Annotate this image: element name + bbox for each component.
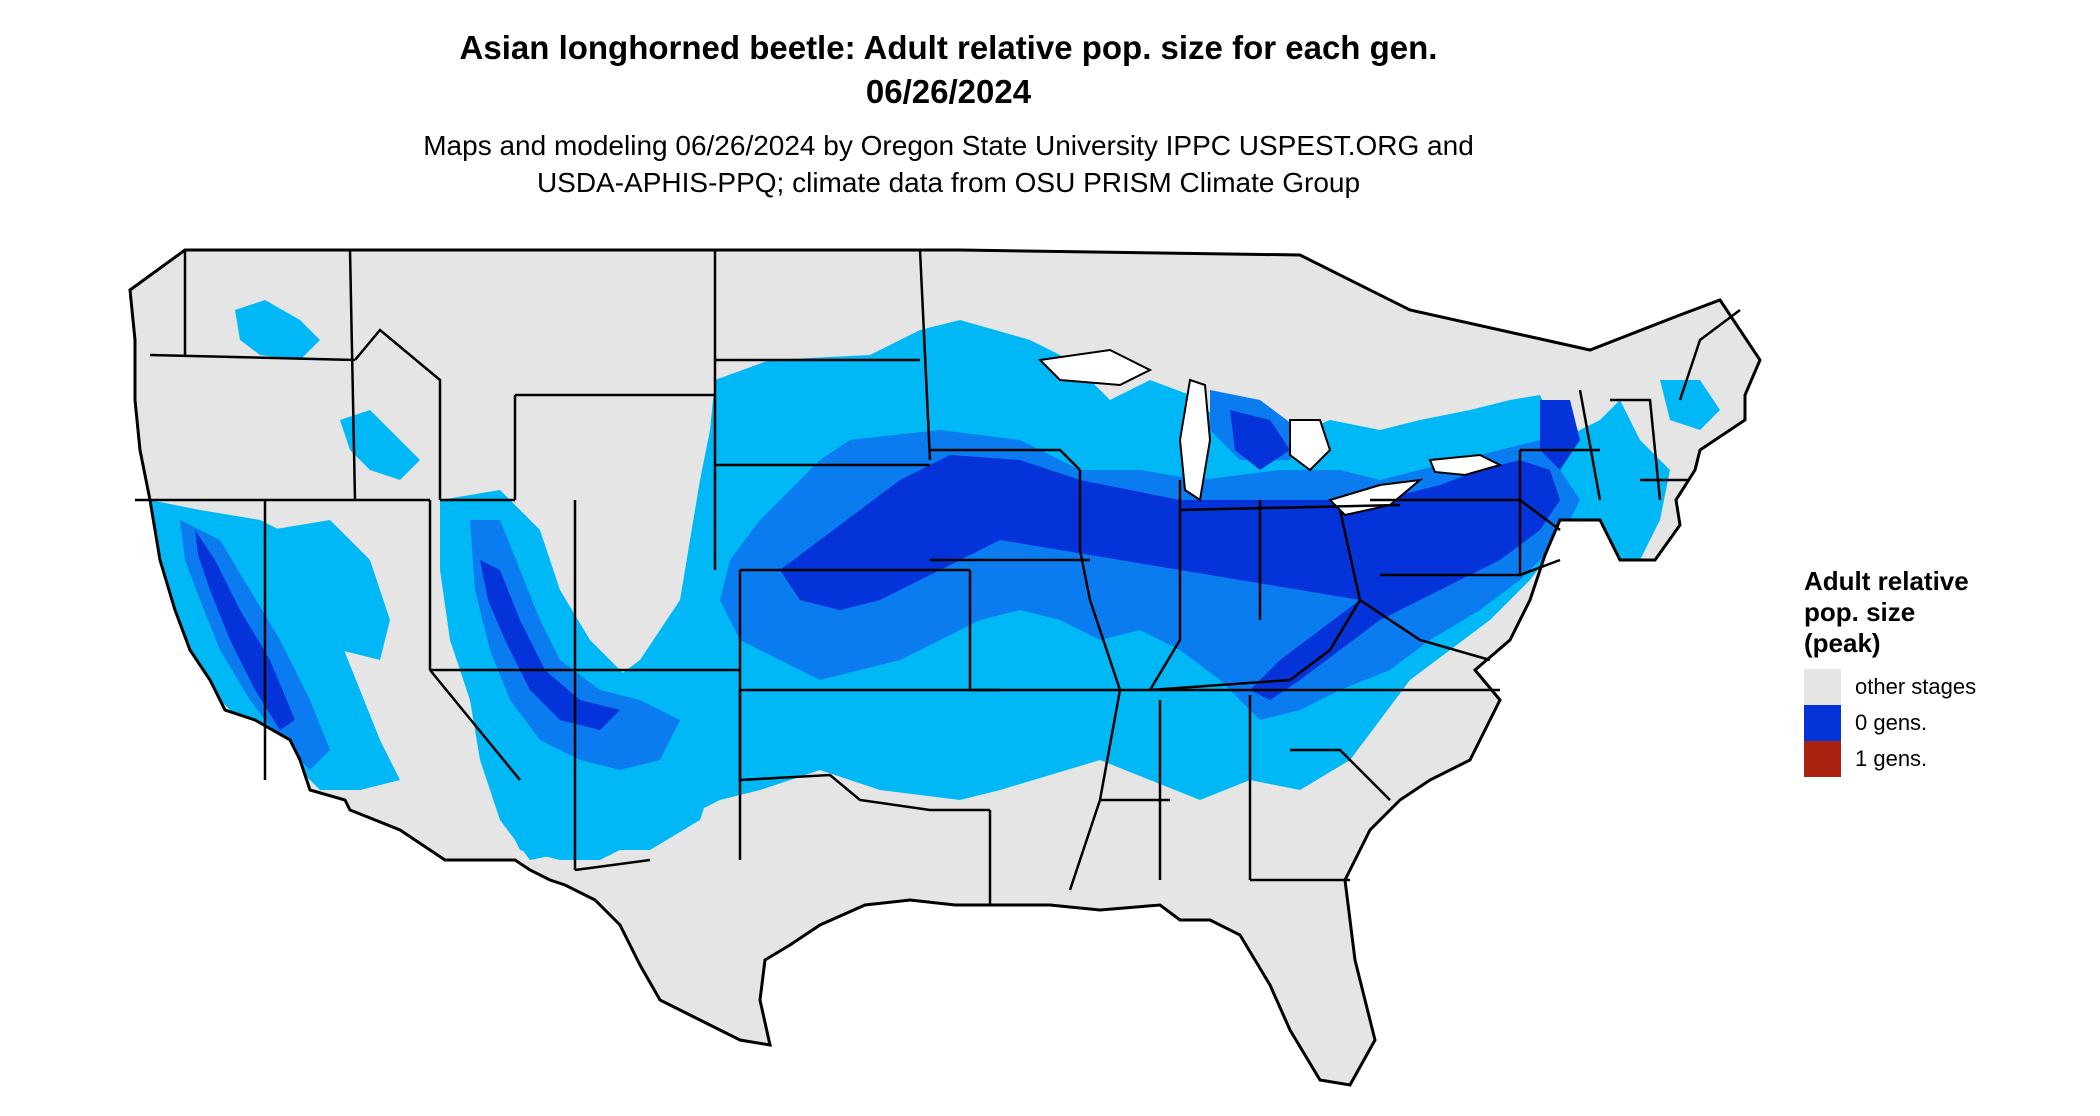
state-borders xyxy=(135,249,1741,905)
legend-title-line1: Adult relative xyxy=(1804,566,1969,596)
legend-label: 0 gens. xyxy=(1855,710,1928,735)
map-title-line1: Asian longhorned beetle: Adult relative … xyxy=(459,29,1438,66)
legend-swatch xyxy=(1804,741,1841,777)
map-subtitle-line2: USDA-APHIS-PPQ; climate data from OSU PR… xyxy=(536,167,1361,198)
legend-item-0-gens: 0 gens. xyxy=(1804,705,2084,741)
legend: Adult relative pop. size (peak) other st… xyxy=(1804,566,2084,777)
legend-title: Adult relative pop. size (peak) xyxy=(1804,566,2084,659)
legend-item-other-stages: other stages xyxy=(1804,669,2084,705)
legend-title-line3: (peak) xyxy=(1804,628,1881,658)
lake-huron xyxy=(1289,419,1332,472)
lake-superior xyxy=(1037,348,1153,387)
lake-ontario xyxy=(1428,453,1503,477)
legend-title-line2: pop. size xyxy=(1804,597,1916,627)
lake-michigan xyxy=(1178,378,1212,502)
legend-swatch xyxy=(1804,705,1841,741)
map-title-line2: 06/26/2024 xyxy=(865,73,1032,110)
legend-item-1-gens: 1 gens. xyxy=(1804,741,2084,777)
legend-label: other stages xyxy=(1855,674,1977,699)
map-title: Asian longhorned beetle: Adult relative … xyxy=(0,26,1897,114)
legend-label: 1 gens. xyxy=(1855,746,1928,771)
map-subtitle-line1: Maps and modeling 06/26/2024 by Oregon S… xyxy=(423,130,1474,161)
legend-swatch xyxy=(1804,669,1841,705)
map-subtitle: Maps and modeling 06/26/2024 by Oregon S… xyxy=(0,127,1897,201)
